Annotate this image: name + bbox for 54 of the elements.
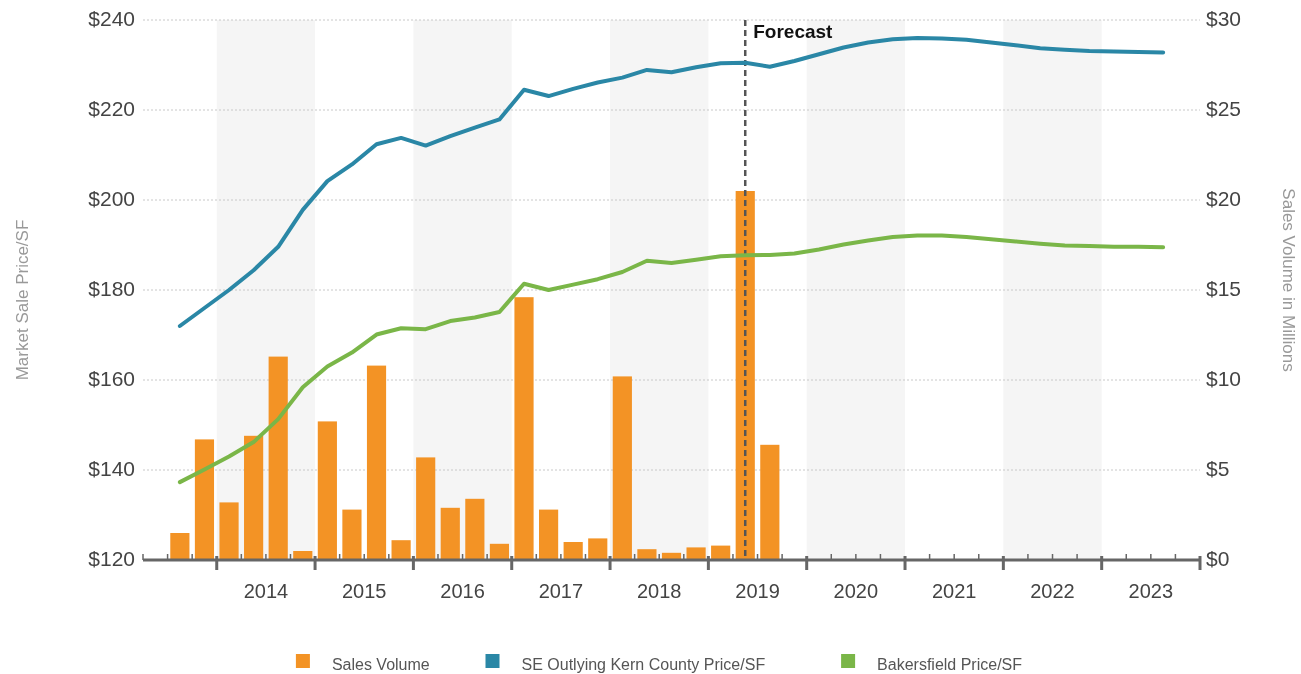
bar	[686, 547, 706, 560]
y-tick-label: $120	[88, 546, 135, 570]
x-tick-label: 2014	[243, 580, 289, 602]
bar	[735, 191, 755, 560]
bar	[514, 297, 534, 560]
bar	[366, 365, 387, 560]
y2-tick-label: $10	[1206, 366, 1242, 390]
bar	[194, 439, 215, 560]
x-tick-label: 2018	[636, 580, 682, 602]
bar	[539, 509, 559, 560]
x-tick-label: 2021	[931, 580, 977, 602]
x-tick-label: 2019	[735, 580, 780, 602]
bar	[391, 540, 411, 560]
bar	[219, 502, 239, 560]
y2-tick-label: $30	[1206, 6, 1242, 30]
y2-tick-label: $15	[1206, 276, 1242, 300]
x-tick-label: 2023	[1128, 580, 1174, 602]
ref-line-label: Forecast	[753, 21, 834, 42]
y-tick-label: $240	[88, 6, 135, 30]
y-tick-label: $200	[88, 186, 135, 210]
y2-tick-label: $25	[1206, 96, 1242, 120]
x-tick-label: 2022	[1030, 580, 1075, 602]
y-axis-title: Market Sale Price/SF	[13, 219, 32, 381]
bar	[170, 533, 190, 560]
bar	[760, 444, 780, 560]
legend-label: Bakersfield Price/SF	[877, 656, 1023, 674]
bar	[563, 542, 583, 560]
line-series	[177, 36, 1166, 328]
bar	[612, 376, 632, 560]
bar	[268, 356, 288, 560]
y2-tick-label: $0	[1206, 546, 1230, 570]
x-tick-label: 2016	[440, 580, 485, 602]
bar	[244, 435, 264, 560]
y2-tick-label: $5	[1206, 456, 1230, 480]
bar	[489, 543, 510, 560]
legend-label: Sales Volume	[331, 656, 430, 674]
x-tick-label: 2020	[833, 580, 879, 602]
y-tick-label: $160	[88, 366, 135, 390]
bar	[588, 538, 608, 560]
bar	[440, 507, 460, 560]
bar	[416, 457, 436, 560]
y2-tick-label: $20	[1206, 186, 1242, 210]
bar	[317, 421, 337, 560]
line-series	[177, 233, 1166, 485]
y-tick-label: $180	[88, 276, 135, 300]
x-tick-label: 2017	[538, 580, 584, 602]
y-tick-label: $220	[88, 96, 135, 120]
y-tick-label: $140	[88, 456, 135, 480]
bar	[342, 509, 362, 560]
legend-label: SE Outlying Kern County Price/SF	[521, 656, 766, 674]
y2-axis-title: Sales Volume in Millions	[1279, 188, 1298, 372]
x-tick-label: 2015	[341, 580, 387, 602]
bar	[637, 549, 657, 560]
bar	[465, 498, 485, 560]
